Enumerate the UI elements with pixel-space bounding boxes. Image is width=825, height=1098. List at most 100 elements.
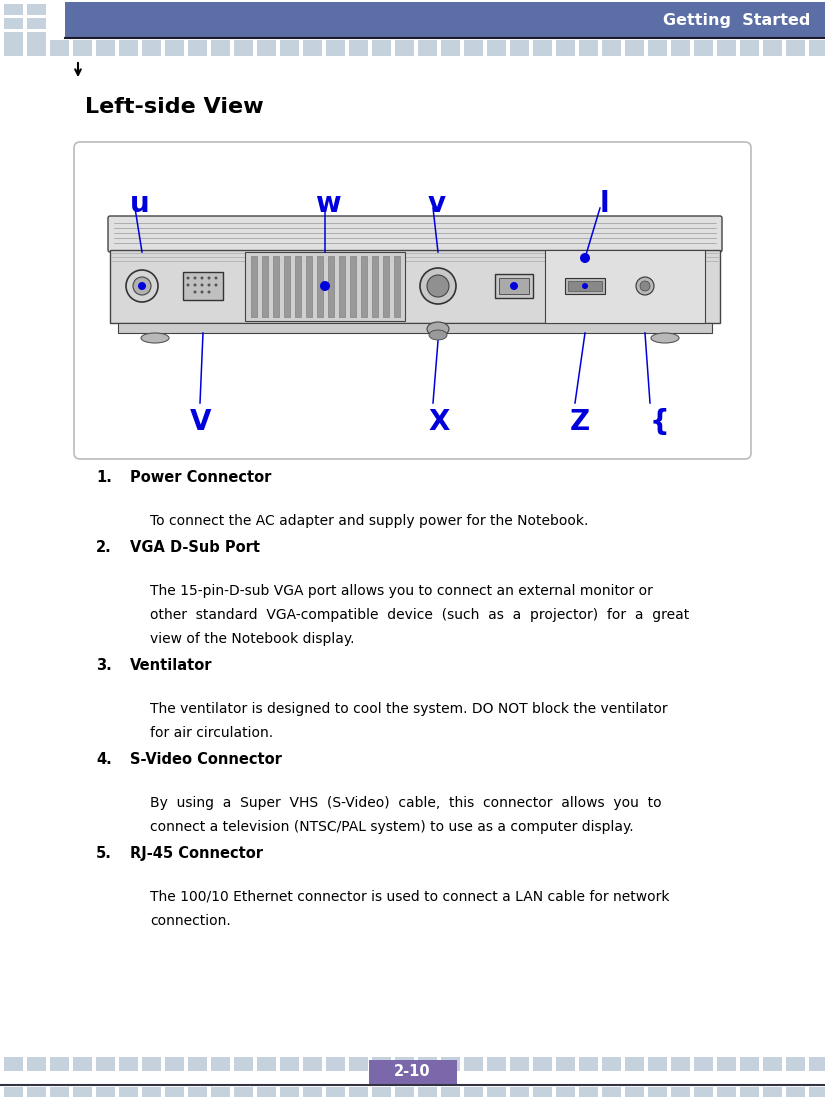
Bar: [303, 1087, 322, 1097]
Ellipse shape: [141, 333, 169, 343]
Bar: [671, 1057, 690, 1071]
Text: 5.: 5.: [96, 845, 112, 861]
Bar: [4, 4, 23, 15]
Bar: [251, 256, 257, 317]
Bar: [361, 256, 367, 317]
Bar: [27, 40, 46, 56]
Circle shape: [580, 253, 590, 264]
Bar: [73, 1087, 92, 1097]
Bar: [395, 40, 414, 56]
Bar: [96, 1057, 115, 1071]
Text: Getting  Started: Getting Started: [662, 12, 810, 27]
Circle shape: [138, 282, 146, 290]
Bar: [648, 1057, 667, 1071]
Bar: [533, 1087, 552, 1097]
FancyBboxPatch shape: [74, 142, 751, 459]
Bar: [418, 1057, 437, 1071]
Text: RJ-45 Connector: RJ-45 Connector: [130, 845, 263, 861]
Ellipse shape: [429, 330, 447, 340]
Text: By  using  a  Super  VHS  (S-Video)  cable,  this  connector  allows  you  to: By using a Super VHS (S-Video) cable, th…: [150, 796, 662, 810]
Circle shape: [194, 277, 196, 280]
Bar: [4, 1057, 23, 1071]
Bar: [234, 1087, 253, 1097]
Bar: [602, 40, 621, 56]
Text: 1.: 1.: [96, 470, 112, 485]
Text: Z: Z: [570, 408, 590, 436]
Bar: [602, 1057, 621, 1071]
Bar: [464, 1057, 483, 1071]
Text: The 15-pin-D-sub VGA port allows you to connect an external monitor or: The 15-pin-D-sub VGA port allows you to …: [150, 584, 653, 598]
Bar: [395, 1057, 414, 1071]
Bar: [487, 1057, 506, 1071]
Bar: [284, 256, 290, 317]
Bar: [372, 256, 378, 317]
Bar: [349, 1087, 368, 1097]
Ellipse shape: [427, 322, 449, 336]
Bar: [349, 40, 368, 56]
Bar: [579, 1087, 598, 1097]
Bar: [273, 256, 279, 317]
Text: VGA D-Sub Port: VGA D-Sub Port: [130, 540, 260, 554]
Bar: [183, 272, 223, 300]
Circle shape: [208, 277, 210, 280]
Bar: [556, 40, 575, 56]
Bar: [165, 1087, 184, 1097]
Bar: [694, 1087, 713, 1097]
Bar: [809, 40, 825, 56]
Bar: [545, 250, 705, 323]
Bar: [326, 40, 345, 56]
Bar: [4, 18, 23, 29]
Text: connect a television (NTSC/PAL system) to use as a computer display.: connect a television (NTSC/PAL system) t…: [150, 820, 634, 834]
Bar: [234, 40, 253, 56]
Bar: [487, 40, 506, 56]
Bar: [383, 256, 389, 317]
Bar: [395, 1087, 414, 1097]
Bar: [211, 1087, 230, 1097]
Text: Power Connector: Power Connector: [130, 470, 271, 485]
Bar: [119, 40, 138, 56]
Bar: [73, 40, 92, 56]
Bar: [763, 1057, 782, 1071]
Bar: [326, 1057, 345, 1071]
Ellipse shape: [651, 333, 679, 343]
Circle shape: [427, 274, 449, 296]
Bar: [257, 40, 276, 56]
Text: 3.: 3.: [96, 658, 111, 673]
Bar: [142, 1087, 161, 1097]
Bar: [495, 274, 533, 298]
Bar: [303, 40, 322, 56]
Circle shape: [640, 281, 650, 291]
Bar: [245, 253, 405, 321]
Bar: [257, 1087, 276, 1097]
Bar: [96, 1087, 115, 1097]
Bar: [369, 1060, 456, 1084]
Bar: [464, 1087, 483, 1097]
Bar: [648, 40, 667, 56]
FancyBboxPatch shape: [108, 216, 722, 253]
Bar: [257, 1057, 276, 1071]
Bar: [487, 1087, 506, 1097]
Bar: [142, 1057, 161, 1071]
Bar: [165, 1057, 184, 1071]
Text: To connect the AC adapter and supply power for the Notebook.: To connect the AC adapter and supply pow…: [150, 514, 588, 528]
Bar: [510, 1057, 529, 1071]
Bar: [326, 1087, 345, 1097]
Bar: [786, 40, 805, 56]
Bar: [441, 40, 460, 56]
Text: The ventilator is designed to cool the system. DO NOT block the ventilator: The ventilator is designed to cool the s…: [150, 702, 667, 716]
Text: l: l: [600, 190, 610, 219]
Bar: [165, 40, 184, 56]
Circle shape: [636, 277, 654, 295]
Text: V: V: [190, 408, 211, 436]
Bar: [740, 1057, 759, 1071]
Bar: [499, 278, 529, 294]
Bar: [211, 1057, 230, 1071]
Circle shape: [420, 268, 456, 304]
Bar: [510, 1087, 529, 1097]
Text: other  standard  VGA-compatible  device  (such  as  a  projector)  for  a  great: other standard VGA-compatible device (su…: [150, 608, 689, 621]
Circle shape: [126, 270, 158, 302]
Circle shape: [200, 283, 204, 287]
Bar: [27, 1057, 46, 1071]
Text: The 100/10 Ethernet connector is used to connect a LAN cable for network: The 100/10 Ethernet connector is used to…: [150, 890, 670, 904]
Bar: [648, 1087, 667, 1097]
